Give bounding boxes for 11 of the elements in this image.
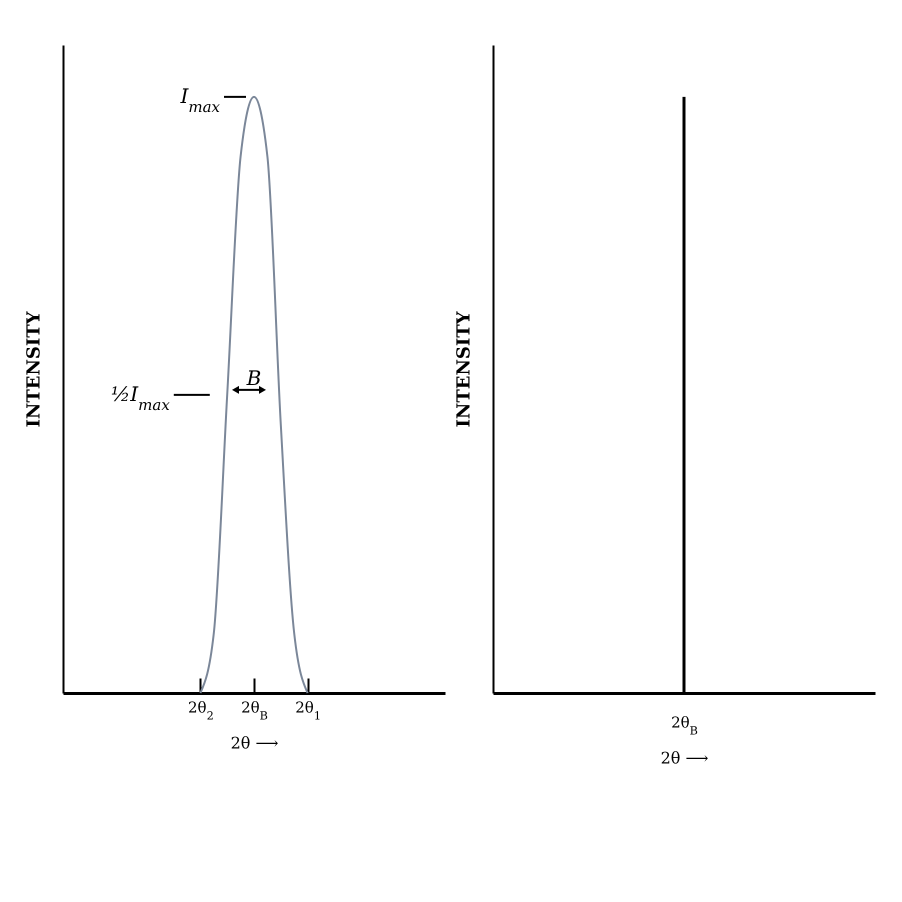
x-tick-label: 2θ$_{2}$ (188, 698, 214, 722)
annotation: I$_{max}$ (179, 84, 221, 116)
x-axis-title: 2θ ⟶ (660, 748, 708, 768)
annotation: B (246, 366, 262, 390)
x-tick-label: 2θ$_{1}$ (295, 698, 321, 722)
annotation: ½I$_{max}$ (110, 382, 170, 414)
x-tick-label: 2θ$_{B}$ (671, 714, 698, 737)
x-axis-title: 2θ ⟶ (230, 734, 278, 752)
y-axis-title: INTENSITY (24, 310, 44, 428)
y-axis-title: INTENSITY (454, 310, 474, 428)
x-tick-label: 2θ$_{B}$ (241, 698, 268, 722)
